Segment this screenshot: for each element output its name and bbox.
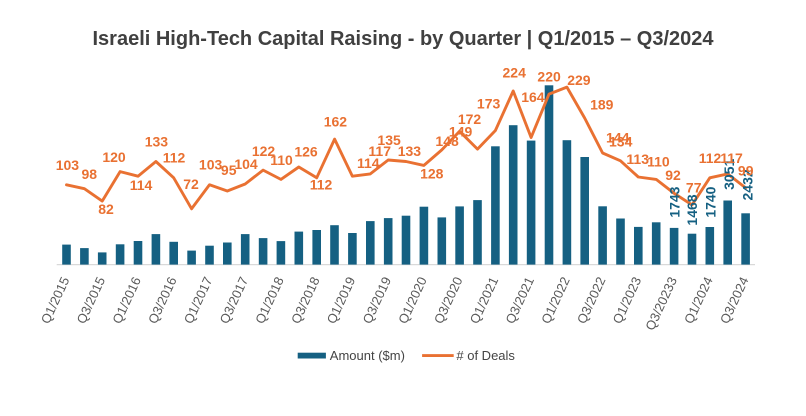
svg-text:173: 173: [477, 95, 501, 111]
svg-text:99: 99: [738, 163, 754, 179]
svg-text:Q3/2015: Q3/2015: [73, 275, 108, 327]
svg-text:Q3/2021: Q3/2021: [502, 275, 537, 327]
svg-text:1468: 1468: [684, 194, 700, 225]
svg-text:Q3/2022: Q3/2022: [574, 275, 609, 327]
svg-text:Q1/2015: Q1/2015: [38, 275, 73, 327]
svg-text:117: 117: [720, 150, 743, 166]
svg-text:Q1/2017: Q1/2017: [181, 275, 216, 327]
svg-text:Q3/2020: Q3/2020: [431, 275, 466, 327]
svg-text:229: 229: [567, 72, 591, 88]
svg-text:Q3/2016: Q3/2016: [145, 275, 180, 327]
svg-text:Q1/2023: Q1/2023: [610, 275, 645, 327]
svg-text:128: 128: [420, 166, 444, 182]
svg-text:98: 98: [82, 166, 98, 182]
svg-text:77: 77: [686, 179, 702, 195]
svg-text:114: 114: [130, 177, 153, 193]
svg-text:133: 133: [398, 143, 422, 159]
svg-text:164: 164: [521, 89, 545, 105]
svg-text:110: 110: [647, 154, 670, 170]
svg-text:Q1/2020: Q1/2020: [395, 275, 430, 327]
svg-text:126: 126: [294, 143, 318, 159]
svg-text:# of Deals: # of Deals: [456, 348, 515, 363]
svg-text:Q1/2018: Q1/2018: [252, 275, 287, 327]
svg-text:Amount ($m): Amount ($m): [330, 348, 405, 363]
svg-text:103: 103: [199, 157, 223, 173]
svg-text:149: 149: [449, 124, 473, 140]
svg-text:Q1/2019: Q1/2019: [324, 275, 359, 327]
svg-text:2432: 2432: [739, 169, 755, 200]
svg-text:95: 95: [221, 162, 237, 178]
svg-text:1743: 1743: [666, 186, 682, 217]
svg-text:Q1/2021: Q1/2021: [467, 275, 502, 327]
svg-text:112: 112: [310, 176, 333, 192]
svg-text:113: 113: [626, 151, 649, 167]
svg-text:Q1/2022: Q1/2022: [538, 275, 573, 327]
svg-text:189: 189: [590, 96, 614, 112]
svg-text:144: 144: [606, 129, 630, 145]
svg-text:148: 148: [435, 133, 459, 149]
svg-text:103: 103: [56, 157, 80, 173]
svg-text:Q1/2016: Q1/2016: [109, 275, 144, 327]
svg-text:172: 172: [458, 111, 482, 127]
svg-text:Q3/2018: Q3/2018: [288, 275, 323, 327]
svg-text:Q3/20233: Q3/20233: [642, 275, 680, 333]
svg-text:Q3/2024: Q3/2024: [717, 275, 752, 327]
svg-text:Q1/2024: Q1/2024: [681, 275, 716, 327]
svg-text:122: 122: [252, 143, 276, 159]
svg-text:112: 112: [699, 150, 722, 166]
svg-text:135: 135: [377, 132, 401, 148]
svg-text:162: 162: [324, 114, 348, 130]
svg-text:114: 114: [357, 155, 380, 171]
svg-text:3051: 3051: [721, 159, 737, 190]
svg-text:110: 110: [270, 152, 293, 168]
svg-text:92: 92: [665, 167, 681, 183]
svg-text:82: 82: [98, 201, 114, 217]
svg-text:220: 220: [537, 68, 561, 84]
svg-text:72: 72: [183, 176, 199, 192]
svg-text:120: 120: [102, 149, 126, 165]
svg-text:104: 104: [234, 156, 258, 172]
svg-text:Q3/2019: Q3/2019: [359, 275, 394, 327]
svg-text:134: 134: [609, 134, 633, 150]
svg-text:1740: 1740: [703, 186, 719, 217]
svg-text:224: 224: [503, 65, 527, 81]
svg-text:112: 112: [163, 150, 186, 166]
svg-text:133: 133: [145, 134, 169, 150]
svg-text:Q3/2017: Q3/2017: [216, 275, 251, 327]
svg-text:117: 117: [368, 143, 391, 159]
